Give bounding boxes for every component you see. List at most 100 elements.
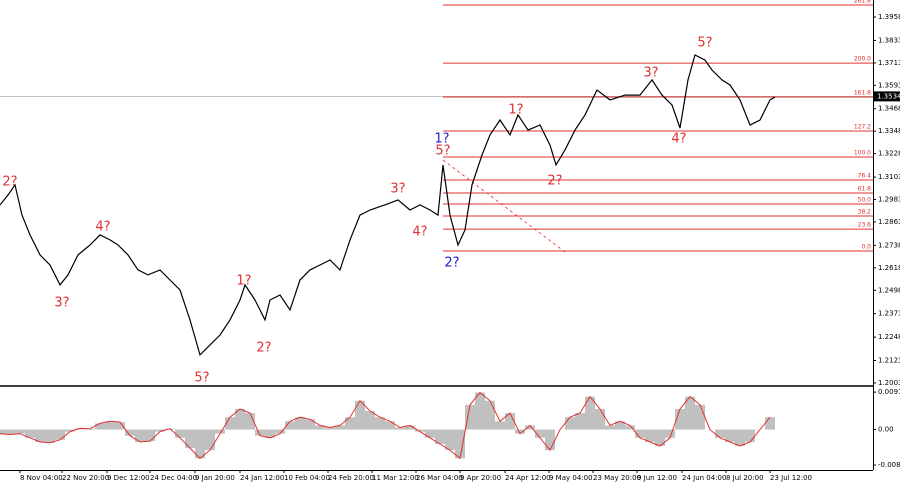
fib-level-label: 50.0 <box>858 197 872 204</box>
x-tick-label: 9 May 04:00 <box>549 474 593 482</box>
histogram-bar <box>505 413 515 430</box>
histogram-bar <box>515 429 525 434</box>
fib-level-label: 76.4 <box>858 173 872 180</box>
x-tick-label: 24 Feb 20:00 <box>328 474 374 482</box>
histogram-bar <box>595 408 605 430</box>
histogram-bar <box>105 421 115 430</box>
histogram-bar <box>745 429 755 442</box>
x-tick-label: 24 Dec 04:00 <box>150 474 197 482</box>
x-tick-label: 24 Jan 12:00 <box>240 474 284 482</box>
y-tick-label: 1.2123 <box>878 356 900 364</box>
wave-label: 1? <box>236 273 251 288</box>
histogram-bar <box>725 429 735 442</box>
y-tick-label: 1.3833 <box>878 36 900 44</box>
fib-level-label: 100.0 <box>854 150 871 157</box>
wave-label: 5? <box>194 370 209 385</box>
x-tick-label: 9 Dec 12:00 <box>107 474 150 482</box>
wave-label: 2? <box>2 174 17 189</box>
y-tick-label: 1.3713 <box>878 59 900 67</box>
histogram-bar <box>665 429 675 438</box>
histogram-bar <box>435 429 445 444</box>
wave-label: 3? <box>643 66 658 81</box>
histogram-bar <box>575 413 585 430</box>
histogram-bar <box>585 396 595 430</box>
histogram-bar <box>215 429 225 434</box>
histogram-bar <box>695 404 705 430</box>
histogram-bar <box>35 429 45 442</box>
histogram-bar <box>15 429 25 434</box>
x-tick-label: 10 Feb 04:00 <box>284 474 330 482</box>
histogram-bar <box>145 429 155 442</box>
wave-label: 4? <box>671 132 686 147</box>
histogram-bar <box>565 417 575 430</box>
wave-label: 3? <box>54 296 69 311</box>
wave-label: 5? <box>435 144 450 159</box>
fib-level-label: 61.8 <box>858 185 872 192</box>
histogram-bar <box>325 427 335 430</box>
wave-label: 4? <box>95 220 110 235</box>
histogram-bar <box>235 408 245 430</box>
current-price-label: 1.3534 <box>877 92 900 100</box>
y-tick-label: 1.2498 <box>878 286 900 294</box>
histogram-bar <box>305 419 315 430</box>
histogram-bar <box>115 422 125 430</box>
y-tick-label: 1.3348 <box>878 127 900 135</box>
histogram-bar <box>135 429 145 442</box>
current-price-box <box>873 91 900 102</box>
x-tick-label: 23 May 20:00 <box>593 474 641 482</box>
x-tick-label: 22 Nov 20:00 <box>62 474 109 482</box>
histogram-bar <box>275 429 285 434</box>
wave-label: 1? <box>508 103 523 118</box>
histogram-bar <box>625 425 635 430</box>
wave-label: 2? <box>547 173 562 188</box>
histogram-bar <box>0 429 5 434</box>
histogram-bar <box>335 425 345 430</box>
histogram-bar <box>65 429 75 432</box>
histogram-bar <box>345 417 355 430</box>
fib-level-label: 23.6 <box>858 222 872 229</box>
histogram-bar <box>655 429 665 447</box>
histogram-bar <box>525 425 535 430</box>
histogram-bar <box>475 392 485 430</box>
histogram-bar <box>675 408 685 430</box>
y-tick-label: 1.2003 <box>878 379 900 387</box>
histogram-bar <box>45 429 55 443</box>
histogram-bar <box>5 429 15 435</box>
histogram-bar <box>365 411 375 430</box>
price-line <box>0 54 776 357</box>
wave-label: 1? <box>434 132 449 147</box>
histogram-bar <box>465 404 475 430</box>
histogram-bar <box>245 413 255 430</box>
x-tick-label: 26 Mar 04:00 <box>416 474 463 482</box>
y-tick-label: 1.2248 <box>878 333 900 341</box>
fib-level-label: 200.0 <box>854 56 871 63</box>
y-tick-label: 0.0091 <box>878 388 900 396</box>
signal-line <box>0 391 771 460</box>
histogram-bar <box>175 429 185 438</box>
histogram-bar <box>425 429 435 438</box>
histogram-bar <box>765 417 775 430</box>
wave-label: 3? <box>390 182 405 197</box>
histogram-bar <box>385 421 395 430</box>
y-tick-label: 1.2863 <box>878 218 900 226</box>
histogram-bar <box>485 400 495 430</box>
histogram-bar <box>125 429 135 436</box>
fib-level-label: 161.8 <box>854 89 871 96</box>
histogram-bar <box>375 417 385 430</box>
histogram-bar <box>185 429 195 449</box>
wave-label: 4? <box>412 225 427 240</box>
histogram-bar <box>735 429 745 447</box>
histogram-bar <box>405 425 415 430</box>
y-tick-label: 1.3958 <box>878 13 900 21</box>
histogram-bar <box>535 429 545 438</box>
wave-label: 2? <box>444 255 459 270</box>
x-tick-label: 9 Apr 20:00 <box>460 474 501 482</box>
histogram-bar <box>55 429 65 440</box>
wave-label: 2? <box>256 340 271 355</box>
y-tick-label: 1.3468 <box>878 105 900 113</box>
x-tick-label: 8 Jul 20:00 <box>726 474 764 482</box>
x-tick-label: 24 Apr 12:00 <box>505 474 551 482</box>
x-tick-label: 8 Nov 04:00 <box>20 474 63 482</box>
